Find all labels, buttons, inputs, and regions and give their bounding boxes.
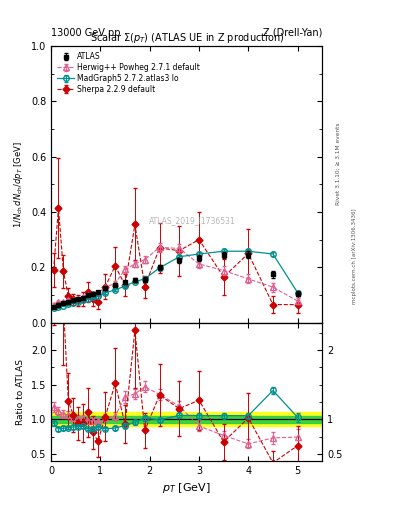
Text: mcplots.cern.ch [arXiv:1306.3436]: mcplots.cern.ch [arXiv:1306.3436] xyxy=(352,208,357,304)
Title: Scalar $\Sigma(p_T)$ (ATLAS UE in Z production): Scalar $\Sigma(p_T)$ (ATLAS UE in Z prod… xyxy=(90,31,284,45)
Bar xyxy=(51,413,322,426)
Legend: ATLAS, Herwig++ Powheg 2.7.1 default, MadGraph5 2.7.2.atlas3 lo, Sherpa 2.2.9 de: ATLAS, Herwig++ Powheg 2.7.1 default, Ma… xyxy=(55,50,202,96)
Y-axis label: $1/N_{\rm ch}\,dN_{\rm ch}/dp_T$ [GeV]: $1/N_{\rm ch}\,dN_{\rm ch}/dp_T$ [GeV] xyxy=(12,141,25,228)
Text: Rivet 3.1.10; ≥ 3.1M events: Rivet 3.1.10; ≥ 3.1M events xyxy=(336,122,341,205)
X-axis label: $p_T$ [GeV]: $p_T$ [GeV] xyxy=(162,481,211,495)
Bar xyxy=(51,416,322,423)
Y-axis label: Ratio to ATLAS: Ratio to ATLAS xyxy=(16,359,25,424)
Text: Z (Drell-Yan): Z (Drell-Yan) xyxy=(263,28,322,38)
Text: ATLAS_2019_I1736531: ATLAS_2019_I1736531 xyxy=(149,216,235,225)
Text: 13000 GeV pp: 13000 GeV pp xyxy=(51,28,121,38)
